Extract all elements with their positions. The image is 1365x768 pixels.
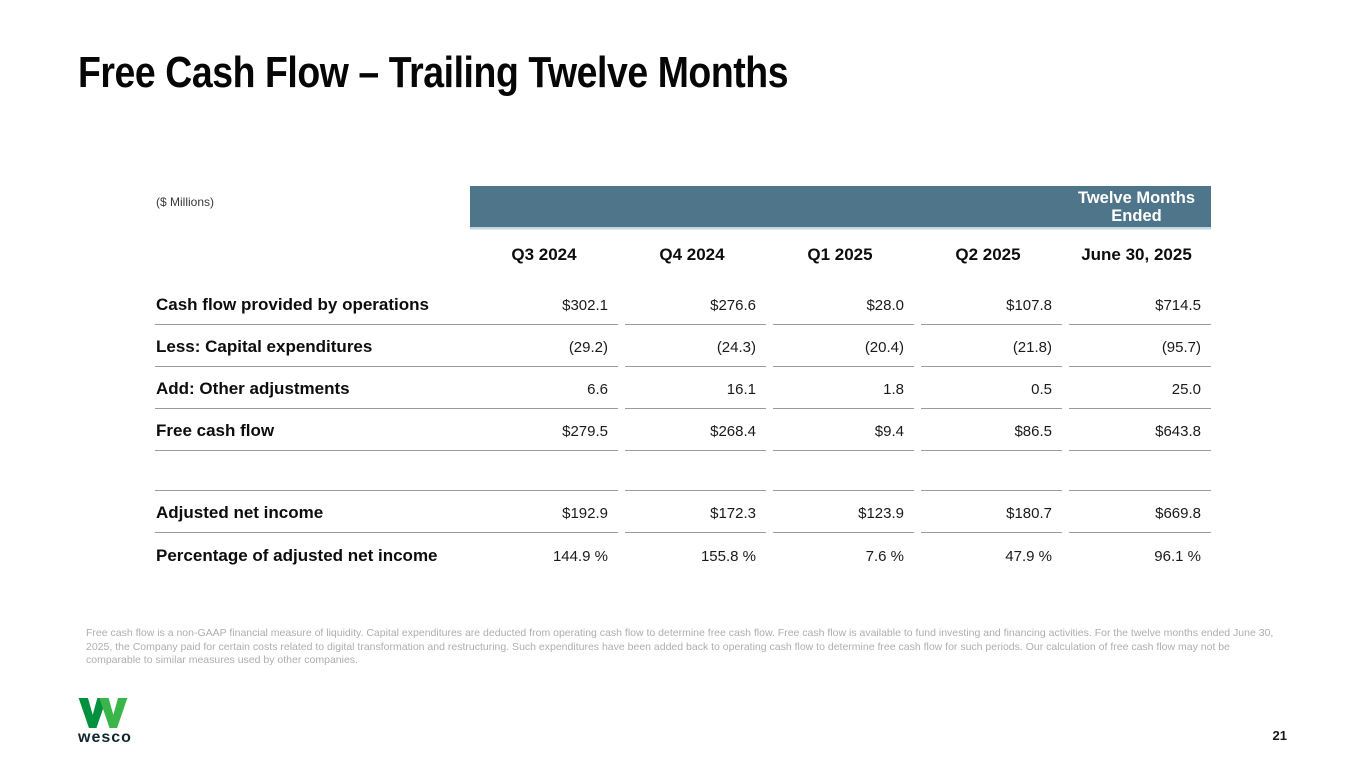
units-label: ($ Millions) <box>156 195 215 209</box>
free-cash-flow-table: ($ Millions) Twelve Months Ended Q3 2024… <box>155 186 1211 575</box>
row-label: Adjusted net income <box>155 491 470 533</box>
spacer-cell <box>921 451 1062 491</box>
cell-value: (20.4) <box>773 325 914 367</box>
cell-value: $107.8 <box>921 283 1062 325</box>
column-header-q3-2024: Q3 2024 <box>511 245 577 264</box>
table-row-other-adjustments: Add: Other adjustments 6.6 16.1 1.8 0.5 … <box>155 367 1211 409</box>
banner-row: ($ Millions) Twelve Months Ended <box>155 186 1211 227</box>
table-row-adjusted-net-income: Adjusted net income $192.9 $172.3 $123.9… <box>155 491 1211 533</box>
wesco-wordmark: wesco <box>78 729 132 746</box>
row-label: Percentage of adjusted net income <box>156 546 438 565</box>
spacer-cell <box>625 451 766 491</box>
cell-value: 155.8 % <box>700 548 756 565</box>
spacer-cell <box>155 451 470 491</box>
cell-value: 7.6 % <box>865 548 904 565</box>
cell-value: 0.5 <box>921 367 1062 409</box>
footnote-text: Free cash flow is a non-GAAP financial m… <box>86 627 1274 666</box>
row-label: Add: Other adjustments <box>155 367 470 409</box>
cell-value: $669.8 <box>1069 491 1211 533</box>
table-row-free-cash-flow: Free cash flow $279.5 $268.4 $9.4 $86.5 … <box>155 409 1211 451</box>
spacer-cell <box>470 451 618 491</box>
cell-value: (21.8) <box>921 325 1062 367</box>
cell-value: $9.4 <box>773 409 914 451</box>
cell-value: $276.6 <box>625 283 766 325</box>
banner-caption: Twelve Months Ended <box>1062 189 1211 225</box>
cell-value: $643.8 <box>1069 409 1211 451</box>
row-label: Free cash flow <box>155 409 470 451</box>
cell-value: $302.1 <box>470 283 618 325</box>
column-header-q4-2024: Q4 2024 <box>659 245 725 264</box>
row-label: Less: Capital expenditures <box>155 325 470 367</box>
wesco-w-icon <box>78 698 128 728</box>
table-row-capital-expenditures: Less: Capital expenditures (29.2) (24.3)… <box>155 325 1211 367</box>
cell-value: 47.9 % <box>1005 548 1052 565</box>
cell-value: $192.9 <box>470 491 618 533</box>
column-header-q2-2025: Q2 2025 <box>955 245 1021 264</box>
cell-value: $714.5 <box>1069 283 1211 325</box>
spacer-row <box>155 451 1211 491</box>
cell-value: $123.9 <box>773 491 914 533</box>
cell-value: $86.5 <box>921 409 1062 451</box>
spacer-cell <box>773 451 914 491</box>
cell-value: 1.8 <box>773 367 914 409</box>
column-header-q1-2025: Q1 2025 <box>807 245 873 264</box>
row-label: Cash flow provided by operations <box>155 283 470 325</box>
banner-caption-line2: Ended <box>1111 206 1162 225</box>
column-header-june-30-2025: June 30, 2025 <box>1081 245 1192 264</box>
page-title: Free Cash Flow – Trailing Twelve Months <box>78 48 789 97</box>
column-header-spacer <box>155 227 470 283</box>
cell-value: 16.1 <box>625 367 766 409</box>
cell-value: 6.6 <box>470 367 618 409</box>
cell-value: (24.3) <box>625 325 766 367</box>
cell-value: $268.4 <box>625 409 766 451</box>
cell-value: 144.9 % <box>552 548 608 565</box>
table-row-cash-flow-operations: Cash flow provided by operations $302.1 … <box>155 283 1211 325</box>
cell-value: (95.7) <box>1069 325 1211 367</box>
column-header-row: Q3 2024 Q4 2024 Q1 2025 Q2 2025 June 30,… <box>155 227 1211 283</box>
twelve-months-ended-banner: Twelve Months Ended <box>470 186 1211 227</box>
banner-caption-line1: Twelve Months <box>1077 188 1196 207</box>
cell-value: 96.1 % <box>1154 548 1201 565</box>
table-row-percentage-adjusted-net-income: Percentage of adjusted net income 144.9 … <box>155 533 1211 575</box>
cell-value: $279.5 <box>470 409 618 451</box>
page-number: 21 <box>1272 728 1287 743</box>
cell-value: (29.2) <box>470 325 618 367</box>
spacer-cell <box>1069 451 1211 491</box>
wesco-logo: wesco <box>78 698 138 747</box>
cell-value: $180.7 <box>921 491 1062 533</box>
cell-value: $28.0 <box>773 283 914 325</box>
cell-value: 25.0 <box>1069 367 1211 409</box>
cell-value: $172.3 <box>625 491 766 533</box>
